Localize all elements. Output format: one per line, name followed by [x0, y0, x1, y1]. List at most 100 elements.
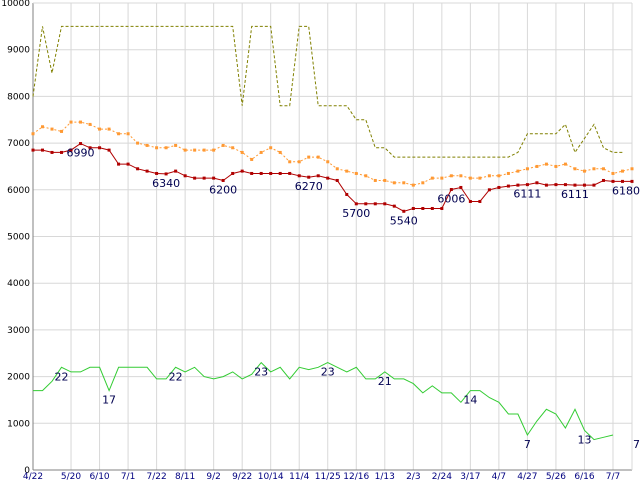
- series-2-point: [155, 171, 159, 175]
- series-1-point: [449, 174, 453, 178]
- x-tick-label: 9/2: [206, 472, 220, 480]
- series-2-point: [611, 179, 615, 183]
- data-label: 6006: [437, 193, 465, 206]
- series-1-point: [487, 174, 491, 178]
- series-1-point: [383, 178, 387, 182]
- series-1-point: [107, 127, 111, 131]
- data-labels: 6990 6340 6200 6270 5700 5540 6006 6111 6111 6180…: [55, 147, 640, 451]
- series-2-point: [288, 171, 292, 175]
- series-3-line: [33, 361, 614, 441]
- series-1-point: [155, 146, 159, 150]
- series-2-point: [335, 178, 339, 182]
- series-1-point: [164, 146, 168, 150]
- series-1-point: [354, 171, 358, 175]
- data-label: 7: [633, 438, 640, 451]
- series-2-point: [430, 206, 434, 210]
- series-2-point: [364, 202, 368, 206]
- series-2-point: [212, 176, 216, 180]
- series-2-point: [183, 174, 187, 178]
- data-label: 6200: [209, 183, 237, 196]
- series-1-point: [525, 167, 529, 171]
- series-1-point: [288, 160, 292, 164]
- data-label: 5700: [342, 207, 370, 220]
- series-2-point: [107, 148, 111, 152]
- series-0-line: [32, 25, 623, 158]
- x-tick-label: 2/24: [432, 472, 452, 480]
- series-1-point: [497, 174, 501, 178]
- x-tick-label: 1/13: [375, 472, 395, 480]
- series-1-point: [297, 160, 301, 164]
- series-2-point: [554, 183, 558, 187]
- x-tick-label: 7/22: [146, 472, 166, 480]
- series-2-point: [440, 206, 444, 210]
- x-tick-label: 12/16: [343, 472, 369, 480]
- series-1-point: [506, 171, 510, 175]
- series-2-point: [316, 174, 320, 178]
- x-tick-label: 2/3: [406, 472, 420, 480]
- series-1-point: [193, 148, 197, 152]
- series-1-point: [468, 176, 472, 180]
- data-label: 22: [55, 370, 69, 383]
- series-1-point: [69, 120, 73, 124]
- series-2-point: [535, 181, 539, 185]
- data-label: 6180: [612, 184, 640, 197]
- x-tick-label: 8/11: [175, 472, 195, 480]
- series-2-point: [392, 204, 396, 208]
- series-1-point: [240, 150, 244, 154]
- series-1-point: [126, 132, 130, 136]
- series-1-point: [335, 167, 339, 171]
- data-label: 17: [102, 394, 116, 407]
- series-1-point: [60, 129, 64, 133]
- series-1-point: [573, 167, 577, 171]
- data-label: 6990: [67, 147, 95, 160]
- series-1-point: [316, 155, 320, 159]
- series-1-point: [402, 181, 406, 185]
- series-1-point: [278, 150, 282, 154]
- series-1-point: [98, 127, 102, 131]
- series-1-point: [50, 127, 54, 131]
- series-2-point: [231, 171, 235, 175]
- series-group: [31, 25, 634, 441]
- data-label: 7: [524, 438, 531, 451]
- series-1-point: [430, 176, 434, 180]
- series-2-point: [278, 171, 282, 175]
- data-label: 6270: [295, 180, 323, 193]
- series-2-point: [630, 179, 634, 183]
- series-2-point: [373, 202, 377, 206]
- series-2-point: [478, 199, 482, 203]
- series-1-point: [601, 167, 605, 171]
- series-2-point: [164, 172, 168, 176]
- series-2-point: [563, 183, 567, 187]
- series-2-point: [449, 188, 453, 192]
- data-label: 6111: [561, 188, 589, 201]
- y-tick-label: 10000: [1, 0, 30, 9]
- y-tick-label: 3000: [7, 326, 30, 336]
- data-label: 14: [463, 394, 477, 407]
- series-1-point: [250, 157, 254, 161]
- data-label: 23: [321, 366, 335, 379]
- data-label: 13: [577, 433, 591, 446]
- series-1-point: [174, 143, 178, 147]
- series-2-point: [525, 183, 529, 187]
- series-1-point: [392, 181, 396, 185]
- series-2-point: [50, 150, 54, 154]
- series-2-point: [383, 202, 387, 206]
- x-tick-label: 7/7: [606, 472, 620, 480]
- y-tick-label: 2000: [7, 373, 30, 383]
- series-1-point: [269, 146, 273, 150]
- series-1-point: [611, 171, 615, 175]
- series-2-line: [33, 143, 632, 212]
- series-2-point: [459, 185, 463, 189]
- series-2-point: [193, 176, 197, 180]
- x-tick-label: 3/17: [460, 472, 480, 480]
- series-1-point: [620, 169, 624, 173]
- x-tick-label: 9/22: [232, 472, 252, 480]
- series-2-point: [240, 169, 244, 173]
- x-tick-label: 5/26: [546, 472, 566, 480]
- y-tick-label: 1000: [7, 419, 30, 429]
- y-tick-label: 9000: [7, 46, 30, 56]
- series-2-point: [506, 184, 510, 188]
- series-1-point: [145, 143, 149, 147]
- series-2-point: [174, 169, 178, 173]
